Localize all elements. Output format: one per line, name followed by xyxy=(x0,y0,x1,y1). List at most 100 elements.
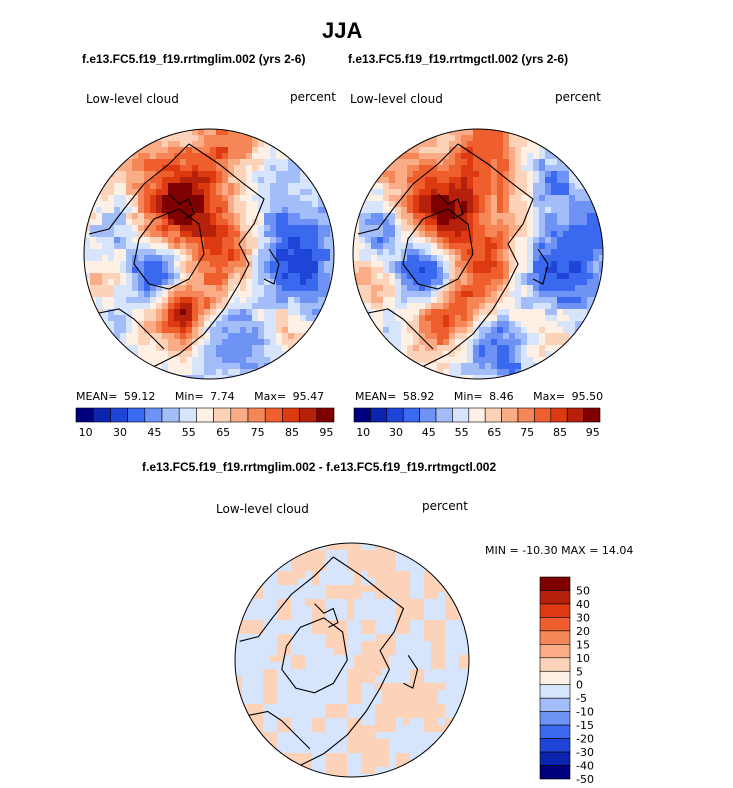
panel1-globe-cell xyxy=(300,315,307,322)
panel3-globe-cell xyxy=(410,732,418,740)
panel2-globe-cell xyxy=(419,339,426,346)
panel3-globe-cell xyxy=(298,760,306,768)
panel2-globe-cell xyxy=(437,177,444,184)
panel1-globe-cell xyxy=(174,267,181,274)
panel3-globe-cell xyxy=(263,711,271,719)
panel1-globe-cell xyxy=(138,327,145,334)
panel2-globe-cell xyxy=(353,231,360,238)
panel2-globe-cell xyxy=(437,219,444,226)
panel3-globe-cell xyxy=(361,557,369,565)
panel3-globe-cell xyxy=(305,606,313,614)
panel1-globe-cell xyxy=(210,363,217,370)
panel1-globe-cell xyxy=(204,237,211,244)
panel1-globe-cell xyxy=(234,261,241,268)
panel2-globe-cell xyxy=(431,315,438,322)
panel3-globe-cell xyxy=(298,592,306,600)
panel2-globe-cell xyxy=(371,219,378,226)
panel1-globe-cell xyxy=(156,321,163,328)
panel2-right-label: percent xyxy=(555,90,601,104)
panel3-globe-cell xyxy=(277,634,285,642)
panel1-globe-cell xyxy=(174,369,181,376)
panel1-globe-cell xyxy=(264,201,271,208)
panel1-globe-cell xyxy=(168,375,175,379)
panel3-colorbar-box xyxy=(539,670,571,686)
panel1-globe-cell xyxy=(180,321,187,328)
panel1-globe-cell xyxy=(174,219,181,226)
panel1-globe-cell xyxy=(144,267,151,274)
panel1-globe-cell xyxy=(240,189,247,196)
panel2-globe-cell xyxy=(503,279,510,286)
panel1-globe-cell xyxy=(162,159,169,166)
panel3-globe-cell xyxy=(347,739,355,747)
panel3-globe-cell xyxy=(291,613,299,621)
panel2-globe-cell xyxy=(443,267,450,274)
panel2-globe-cell xyxy=(569,183,576,190)
panel3-globe-cell xyxy=(354,634,362,642)
panel3-globe-cell xyxy=(298,655,306,663)
panel2-globe-cell xyxy=(419,279,426,286)
panel2-globe-cell xyxy=(533,177,540,184)
panel1-globe-cell xyxy=(108,213,115,220)
panel1-globe-cell xyxy=(234,225,241,232)
panel3-globe-cell xyxy=(452,683,460,691)
panel2-globe-cell xyxy=(449,285,456,292)
panel1-right-label: percent xyxy=(290,90,336,104)
panel1-colorbar-box xyxy=(196,407,214,423)
panel1-globe-cell xyxy=(276,345,283,352)
panel2-globe-cell xyxy=(521,147,528,154)
panel2-globe-cell xyxy=(557,285,564,292)
panel3-globe-cell xyxy=(242,704,250,712)
panel2-globe-cell xyxy=(485,351,492,358)
panel1-globe-cell xyxy=(90,219,97,226)
panel3-globe-cell xyxy=(298,676,306,684)
panel1-globe-cell xyxy=(114,297,121,304)
panel3-globe-cell xyxy=(361,683,369,691)
panel1-globe-cell xyxy=(246,171,253,178)
panel3-colorbar-box xyxy=(539,724,571,739)
panel1-globe-cell xyxy=(246,159,253,166)
panel1-globe-cell xyxy=(198,165,205,172)
panel1-globe-cell xyxy=(312,243,319,250)
panel1-globe-cell xyxy=(210,369,217,376)
panel3-globe-cell xyxy=(438,606,446,614)
panel1-max: 95.47 xyxy=(292,390,325,403)
panel2-globe-cell xyxy=(545,291,552,298)
panel3-globe-cell xyxy=(298,683,306,691)
panel3-globe-cell xyxy=(340,613,348,621)
panel2-colorbar-box xyxy=(566,407,584,423)
panel3-globe-cell xyxy=(417,648,425,656)
panel1-globe-cell xyxy=(210,237,217,244)
panel1-globe-cell xyxy=(108,219,115,226)
panel2-globe-cell xyxy=(383,327,390,334)
panel1-globe-cell xyxy=(114,189,121,196)
panel2-globe-cell xyxy=(377,267,384,274)
panel2-globe-cell xyxy=(587,231,594,238)
panel1-globe-cell xyxy=(252,147,259,154)
panel2-globe-cell xyxy=(581,195,588,202)
panel2-globe-cell xyxy=(521,213,528,220)
panel2-globe-cell xyxy=(479,279,486,286)
panel2-globe-cell xyxy=(515,201,522,208)
panel1-globe-cell xyxy=(252,177,259,184)
panel2-globe-cell xyxy=(419,327,426,334)
panel2-globe-cell xyxy=(377,219,384,226)
panel3-globe-cell xyxy=(431,655,439,663)
panel2-globe-cell xyxy=(563,249,570,256)
panel1-globe-cell xyxy=(270,321,277,328)
panel3-globe-cell xyxy=(361,543,369,551)
panel1-globe-cell xyxy=(324,213,331,220)
panel3-colorbar-box xyxy=(539,603,571,618)
panel3-globe-cell xyxy=(312,592,320,600)
panel1-globe-cell xyxy=(186,159,193,166)
panel3-globe-cell xyxy=(284,669,292,677)
panel2-globe-cell xyxy=(359,231,366,238)
panel3-globe-cell xyxy=(319,711,327,719)
panel1-globe-cell xyxy=(276,267,283,274)
panel3-globe-cell xyxy=(326,690,334,698)
panel1-globe-cell xyxy=(252,171,259,178)
panel2-globe-cell xyxy=(509,219,516,226)
panel2-globe-cell xyxy=(503,189,510,196)
panel2-globe-cell xyxy=(539,177,546,184)
panel3-globe-cell xyxy=(284,592,292,600)
panel1-globe-cell xyxy=(288,171,295,178)
